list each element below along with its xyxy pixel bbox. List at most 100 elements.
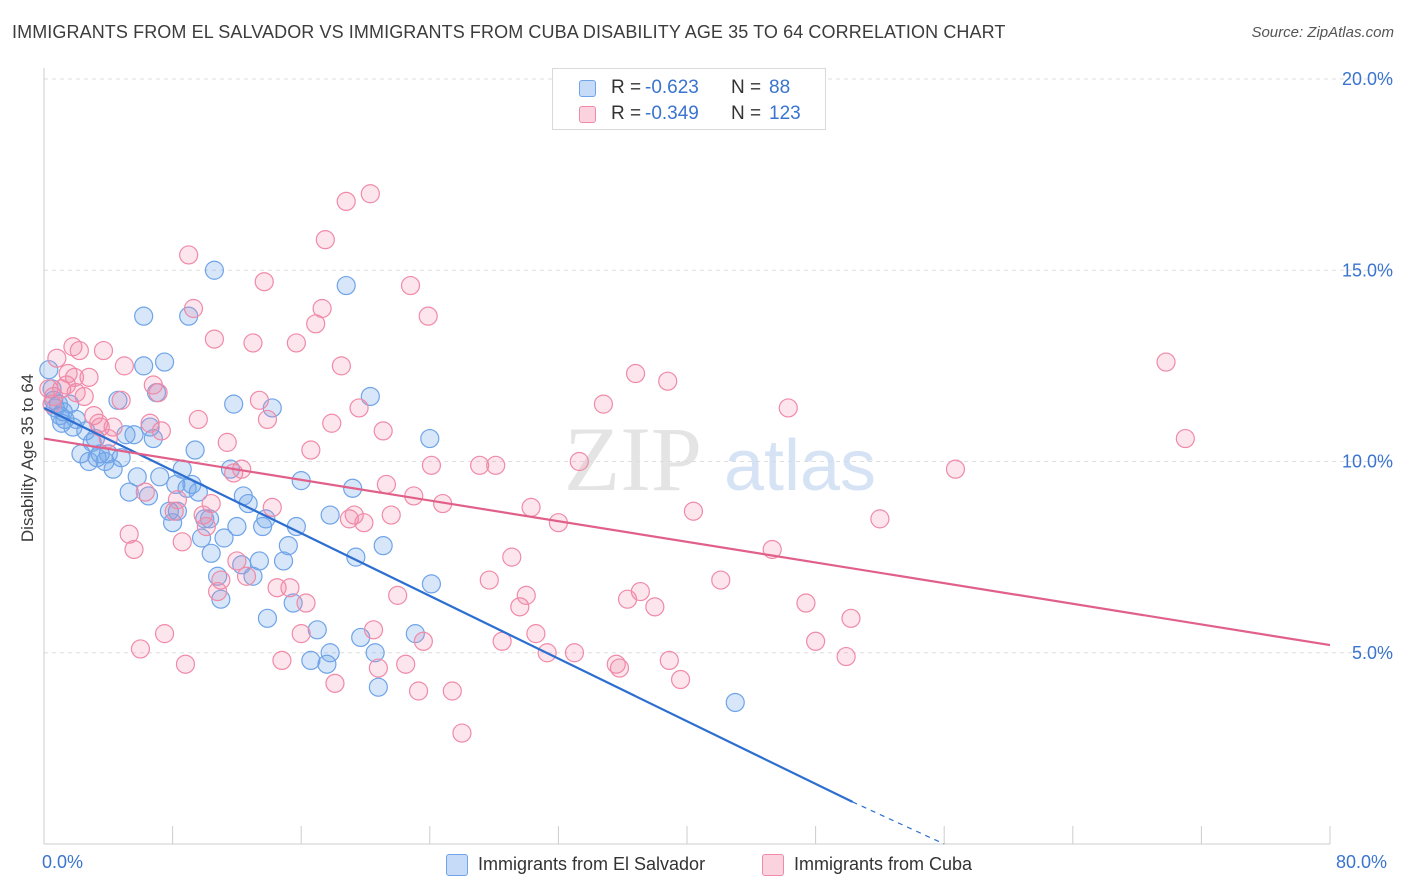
series-cuba-points [39,184,1195,743]
point-cuba [336,191,356,211]
legend-r-label: R = [611,77,642,98]
legend-row-el-salvador: R = -0.623 N = 88 [553,73,825,103]
point-cuba [322,413,342,433]
point-cuba [593,394,614,414]
point-cuba [103,417,123,437]
point-cuba [683,501,704,521]
point-cuba [331,356,351,376]
point-el-salvador [420,428,440,449]
point-el-salvador [134,306,154,326]
legend-n-label: N = [731,77,762,98]
point-cuba [254,272,274,292]
point-cuba [262,497,282,517]
point-el-salvador [365,643,385,663]
legend-r-label: R = [611,103,642,124]
point-cuba [188,409,208,430]
point-cuba [510,597,530,617]
point-cuba [301,440,321,460]
point-cuba [217,432,237,452]
legend-swatch-el-salvador [446,854,468,876]
point-cuba [64,367,85,387]
point-cuba [945,459,966,479]
point-cuba [325,673,345,693]
point-cuba [74,386,94,407]
point-cuba [360,184,380,204]
point-el-salvador [214,528,234,548]
legend-label-cuba: Immigrants from Cuba [794,854,973,874]
point-el-salvador [317,654,337,674]
point-cuba [167,490,188,510]
point-el-salvador [204,260,224,280]
y-axis-label: Disability Age 35 to 64 [18,373,37,543]
point-cuba [208,581,228,602]
point-cuba [312,298,332,319]
point-cuba [196,516,216,537]
trend-line-cuba [43,437,1331,647]
point-cuba [396,654,416,674]
point-cuba [526,624,546,644]
point-cuba [79,367,99,387]
y-tick-label: 20.0% [1342,69,1393,89]
point-cuba [140,413,160,433]
point-cuba [114,356,134,376]
point-el-salvador [278,536,298,556]
point-cuba [486,455,506,475]
point-cuba [421,455,442,475]
legend-swatch-el-salvador [579,80,596,97]
point-cuba [470,455,490,475]
point-cuba [69,340,89,361]
point-cuba [236,566,257,586]
chart-title: IMMIGRANTS FROM EL SALVADOR VS IMMIGRANT… [12,22,1006,42]
point-el-salvador [87,448,107,468]
x-tick-max: 80.0% [1336,852,1388,872]
point-cuba [408,681,429,701]
point-cuba [47,348,67,368]
point-el-salvador [320,643,340,663]
point-cuba [388,585,408,605]
point-cuba [124,539,144,560]
point-cuba [805,631,826,651]
point-cuba [272,650,292,671]
point-cuba [609,658,630,678]
point-cuba [93,340,114,361]
point-cuba [227,551,247,571]
point-cuba [516,585,536,605]
point-el-salvador [373,536,393,556]
point-cuba [354,513,374,533]
point-cuba [130,639,151,659]
y-tick-label: 5.0% [1352,643,1393,663]
point-el-salvador [307,620,327,640]
point-cuba [376,474,396,495]
point-cuba [564,643,585,663]
point-cuba [502,547,522,567]
point-cuba [286,333,306,353]
x-tick-min: 0.0% [42,852,84,872]
legend-swatch-cuba [762,854,784,876]
point-cuba [711,570,731,590]
point-cuba [442,681,462,701]
point-cuba [211,570,231,590]
point-el-salvador [124,425,144,445]
point-cuba [841,608,861,628]
point-el-salvador [191,528,212,548]
point-cuba [179,245,199,265]
point-cuba [1156,352,1176,372]
point-el-salvador [143,428,163,449]
point-cuba [249,390,270,410]
point-cuba [778,398,798,418]
legend-label-el-salvador: Immigrants from El Salvador [478,854,706,874]
point-cuba [44,386,64,407]
point-cuba [418,306,438,326]
point-cuba [164,501,184,521]
point-el-salvador [257,608,278,628]
axes [43,68,1331,845]
point-cuba [193,505,213,525]
point-cuba [569,451,589,472]
point-el-salvador [127,467,147,487]
point-el-salvador [725,692,745,713]
point-el-salvador [249,551,270,571]
point-el-salvador [320,505,340,525]
trend-line-el-salvador-extension [852,801,945,845]
point-cuba [175,654,196,674]
